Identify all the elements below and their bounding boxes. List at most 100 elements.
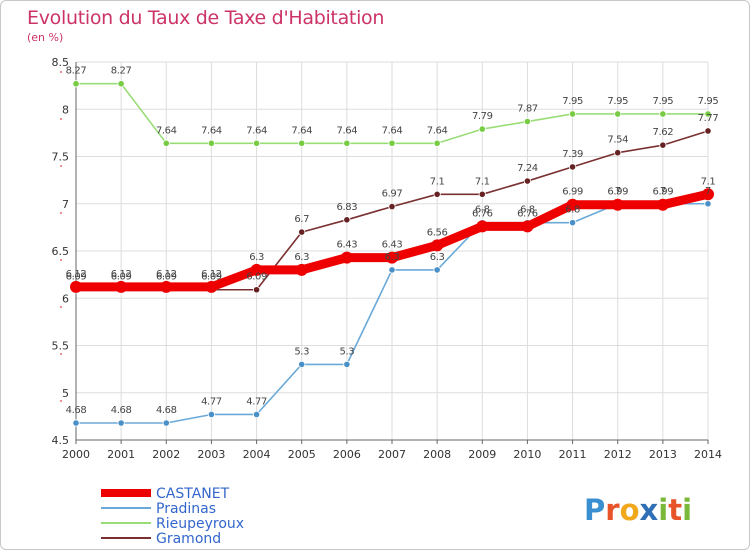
data-label: 7.1 [701,176,716,187]
data-label: 6.83 [337,202,358,213]
y-tick-label: 6.5 [52,245,70,258]
logo-letter: t [668,493,683,527]
proxiti-logo: Proxiti [584,493,692,527]
data-label: 7.95 [653,96,674,107]
data-label: 6.09 [246,272,267,283]
data-point [388,266,396,274]
data-label: 6.3 [430,252,445,263]
data-label: 7.95 [607,96,628,107]
x-tick-label: 2005 [288,448,316,461]
data-label: 4.68 [111,405,132,416]
data-label: 6.99 [562,187,583,198]
data-label: 5.3 [339,346,354,357]
data-point [250,263,263,276]
data-point [298,360,306,368]
y-tick-label: 5 [62,387,69,400]
data-point [162,139,170,147]
data-label: 6.76 [472,208,493,219]
data-point [611,198,624,211]
data-label: 7 [615,186,621,197]
chart-title: Evolution du Taux de Taxe d'Habitation [27,7,385,29]
data-label: 6.12 [66,269,87,280]
data-point [343,139,351,147]
data-point [523,177,532,185]
data-point [704,200,712,208]
data-label: 7.62 [653,127,674,138]
axes: 4.5 5 5.5 6 6.5 7 7.5 8 8.5 2000 2001 2002 2003 2004 2… [52,56,723,461]
data-label: 6.76 [517,208,538,219]
y-tick-label: 6 [62,292,69,305]
data-label: 6.7 [294,214,309,225]
data-point [566,198,579,211]
data-point [614,149,622,157]
data-point [162,419,170,427]
data-label: 6.8 [565,205,580,216]
legend-label: Rieupeyroux [156,516,244,532]
data-label: 7 [660,186,666,197]
data-label: 7.95 [562,96,583,107]
data-point [117,80,125,88]
data-label: 6.56 [427,227,448,238]
data-label: 7.1 [475,176,490,187]
data-label: 7.64 [291,125,312,136]
data-point [704,127,712,135]
data-label: 7 [705,186,711,197]
data-label: 6.12 [201,269,222,280]
data-label: 7.64 [156,125,177,136]
data-point [117,419,125,427]
logo-letter: i [658,493,669,527]
data-point [476,220,489,233]
logo-letter: o [619,493,640,527]
x-tick-label: 2011 [559,448,587,461]
data-label: 6.12 [111,269,132,280]
x-tick-label: 2008 [423,448,451,461]
data-point [207,410,216,419]
data-label: 4.68 [156,405,177,416]
x-tick-label: 2002 [152,448,180,461]
data-label: 7.95 [698,96,719,107]
data-label: 7.64 [201,125,222,136]
data-label: 6.3 [385,252,400,263]
data-point [160,280,173,293]
data-point [70,280,82,293]
data-point [298,228,306,236]
data-label: 6.09 [66,272,87,283]
data-point [702,188,714,201]
data-point [478,125,486,133]
data-label: 7.77 [698,113,719,124]
data-label: 8.27 [66,66,87,77]
data-label: 6.09 [156,272,177,283]
data-label: 6.09 [111,272,132,283]
x-tick-label: 2000 [62,448,90,461]
data-point [205,280,218,293]
data-point [343,360,351,368]
data-point [72,80,80,88]
y-tick-label: 7 [62,198,69,211]
x-tick-label: 2009 [468,448,496,461]
data-point [252,139,261,147]
y-tick-label: 4.5 [52,434,70,447]
y-tick-label: 8 [62,103,69,116]
data-point [343,216,351,224]
data-label: 7.64 [337,125,358,136]
data-label: 6.99 [607,187,628,198]
data-point [568,110,577,118]
data-label: 6.3 [294,252,309,263]
data-label: 6.43 [337,240,358,251]
data-label: 6.43 [382,240,403,251]
data-point [207,139,216,147]
logo-letter: P [584,493,606,527]
data-label: 8.27 [111,66,132,77]
data-point [252,410,261,419]
data-point [478,190,486,198]
data-point [340,251,353,264]
data-point [568,219,577,227]
x-tick-label: 2012 [604,448,632,461]
data-label: 4.77 [246,396,267,407]
data-point [433,190,441,198]
data-point [659,141,667,149]
data-label: 7.54 [607,135,628,146]
y-tick-label: 8.5 [52,56,70,69]
